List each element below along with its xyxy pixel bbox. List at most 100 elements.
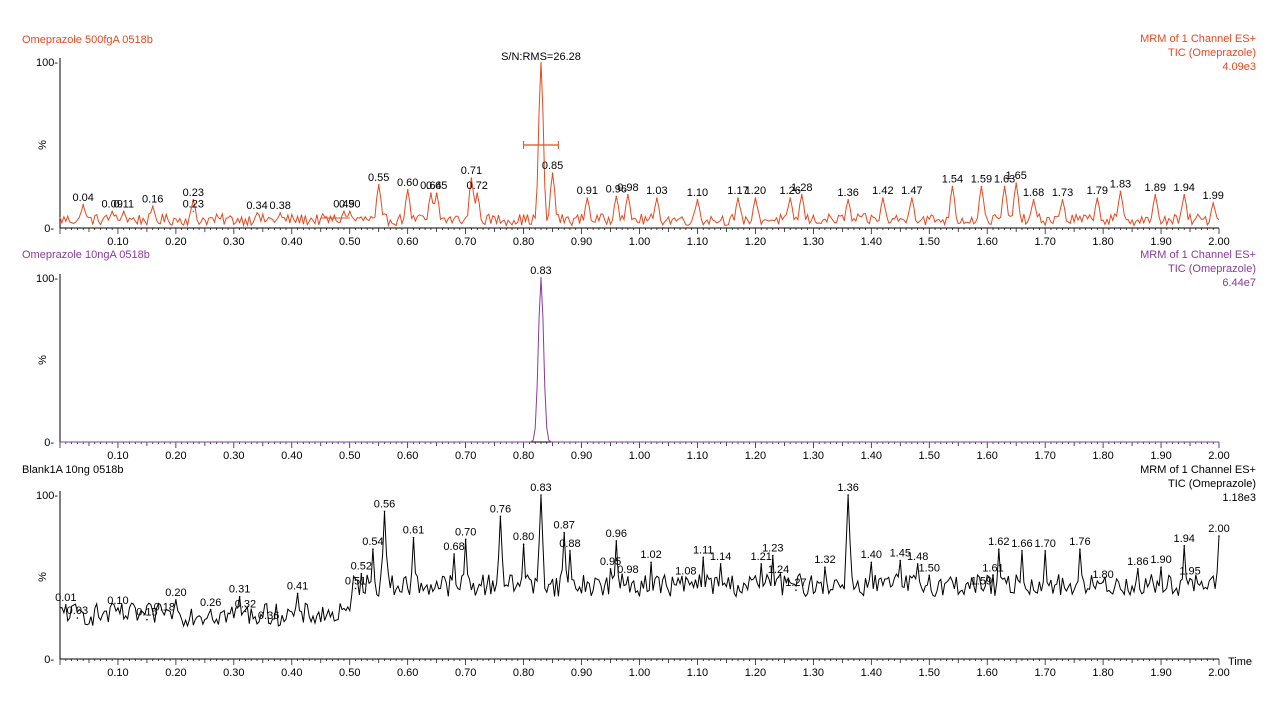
- peak-label: 0.98: [617, 564, 638, 576]
- x-tick-label: 1.10: [687, 236, 708, 248]
- peak-label: 1.83: [1110, 178, 1131, 190]
- x-tick-label: 2.00: [1208, 667, 1229, 679]
- x-tick-label: 0.90: [571, 236, 592, 248]
- peak-label: 0.26: [200, 597, 221, 609]
- peak-label: 0.41: [287, 580, 308, 592]
- data-point: [146, 618, 148, 621]
- peak-label: 1.50: [919, 562, 940, 574]
- data-point: [615, 195, 618, 198]
- x-tick-label: 0.70: [455, 236, 476, 248]
- data-point: [470, 177, 473, 179]
- x-tick-label: 2.00: [1208, 450, 1229, 462]
- data-point: [777, 576, 780, 578]
- data-point: [1096, 197, 1099, 199]
- peak-label: 1.32: [814, 554, 835, 566]
- peak-label: 1.59: [971, 174, 992, 186]
- data-point: [238, 595, 241, 598]
- data-point: [627, 576, 629, 578]
- y-tick-label: 100-: [36, 273, 58, 285]
- x-tick-label: 1.70: [1034, 450, 1055, 462]
- peak-label: 1.20: [745, 185, 766, 197]
- data-point: [192, 210, 195, 213]
- data-point: [1044, 549, 1046, 552]
- peak-label: 0.36: [258, 610, 279, 622]
- data-point: [1015, 182, 1017, 184]
- data-point: [430, 192, 432, 194]
- peak-label: 1.36: [837, 482, 858, 494]
- peak-label: 1.24: [768, 564, 789, 576]
- data-point: [64, 604, 67, 606]
- data-point: [540, 277, 542, 279]
- x-tick-label: 0.50: [339, 236, 360, 248]
- data-point: [1218, 535, 1220, 537]
- x-tick-label: 0.30: [223, 450, 244, 462]
- peak-label: 1.26: [779, 185, 800, 197]
- data-point: [980, 587, 983, 590]
- x-tick-label: 0.50: [339, 667, 360, 679]
- peak-label: 1.10: [687, 187, 708, 199]
- x-tick-label: 1.40: [861, 450, 882, 462]
- data-point: [771, 554, 774, 557]
- y-axis-label: %: [37, 355, 49, 365]
- data-point: [1183, 545, 1186, 547]
- x-tick-label: 0.40: [281, 236, 302, 248]
- data-point: [951, 185, 954, 188]
- data-point: [163, 613, 166, 616]
- x-tick-label: 1.10: [687, 667, 708, 679]
- peak-label: 0.49: [333, 198, 354, 210]
- y-tick-label: 0-: [44, 654, 54, 666]
- y-tick-label: 0-: [44, 223, 54, 235]
- peak-label: 1.14: [710, 551, 731, 563]
- x-tick-label: 1.60: [976, 236, 997, 248]
- x-tick-label: 0.60: [397, 667, 418, 679]
- panel-header-line: MRM of 1 Channel ES+: [1140, 33, 1256, 45]
- peak-label: 1.17: [727, 185, 748, 197]
- peak-label: 1.42: [872, 185, 893, 197]
- data-point: [737, 197, 739, 199]
- data-point: [1102, 581, 1104, 583]
- peak-label: 1.68: [1023, 187, 1044, 199]
- peak-label: 0.04: [72, 192, 93, 204]
- data-point: [372, 548, 374, 550]
- peak-label: 0.68: [443, 541, 464, 553]
- peak-label: 0.85: [542, 160, 563, 172]
- data-point: [754, 197, 757, 199]
- peak-label: 1.11: [693, 544, 714, 556]
- data-point: [540, 494, 542, 496]
- x-tick-label: 0.10: [107, 236, 128, 248]
- peak-label: 0.87: [553, 520, 574, 532]
- peak-label: 0.83: [530, 265, 551, 277]
- data-point: [1160, 566, 1162, 568]
- peak-label: 1.36: [837, 187, 858, 199]
- x-tick-label: 0.60: [397, 450, 418, 462]
- data-point: [279, 212, 282, 214]
- panel-title: Omeprazole 500fgA 0518b: [22, 34, 153, 46]
- peak-label: 0.65: [426, 180, 447, 192]
- peak-label: 1.94: [1174, 182, 1195, 194]
- data-point: [111, 210, 113, 213]
- data-point: [997, 548, 1000, 550]
- x-tick-label: 1.00: [629, 667, 650, 679]
- peak-label: 1.79: [1087, 185, 1108, 197]
- data-point: [82, 203, 84, 206]
- sn-annotation: S/N:RMS=26.28: [501, 51, 581, 63]
- panel-header-line: 4.09e3: [1222, 61, 1256, 73]
- peak-label: 1.76: [1069, 536, 1090, 548]
- data-point: [256, 212, 258, 214]
- data-point: [899, 559, 902, 562]
- peak-label: 1.02: [640, 549, 661, 561]
- peak-label: 0.98: [617, 182, 638, 194]
- peak-label: 0.51: [345, 575, 366, 587]
- trace-line: [59, 61, 1220, 228]
- panel-header-line: 6.44e7: [1222, 277, 1256, 289]
- x-tick-label: 0.10: [107, 450, 128, 462]
- peak-label: 0.96: [606, 528, 627, 540]
- data-point: [789, 197, 791, 199]
- data-point: [117, 607, 119, 609]
- data-point: [348, 210, 351, 213]
- peak-label: 1.73: [1052, 187, 1073, 199]
- x-tick-label: 1.60: [976, 667, 997, 679]
- data-point: [76, 617, 79, 619]
- peak-label: 0.83: [530, 482, 551, 494]
- data-point: [795, 589, 797, 591]
